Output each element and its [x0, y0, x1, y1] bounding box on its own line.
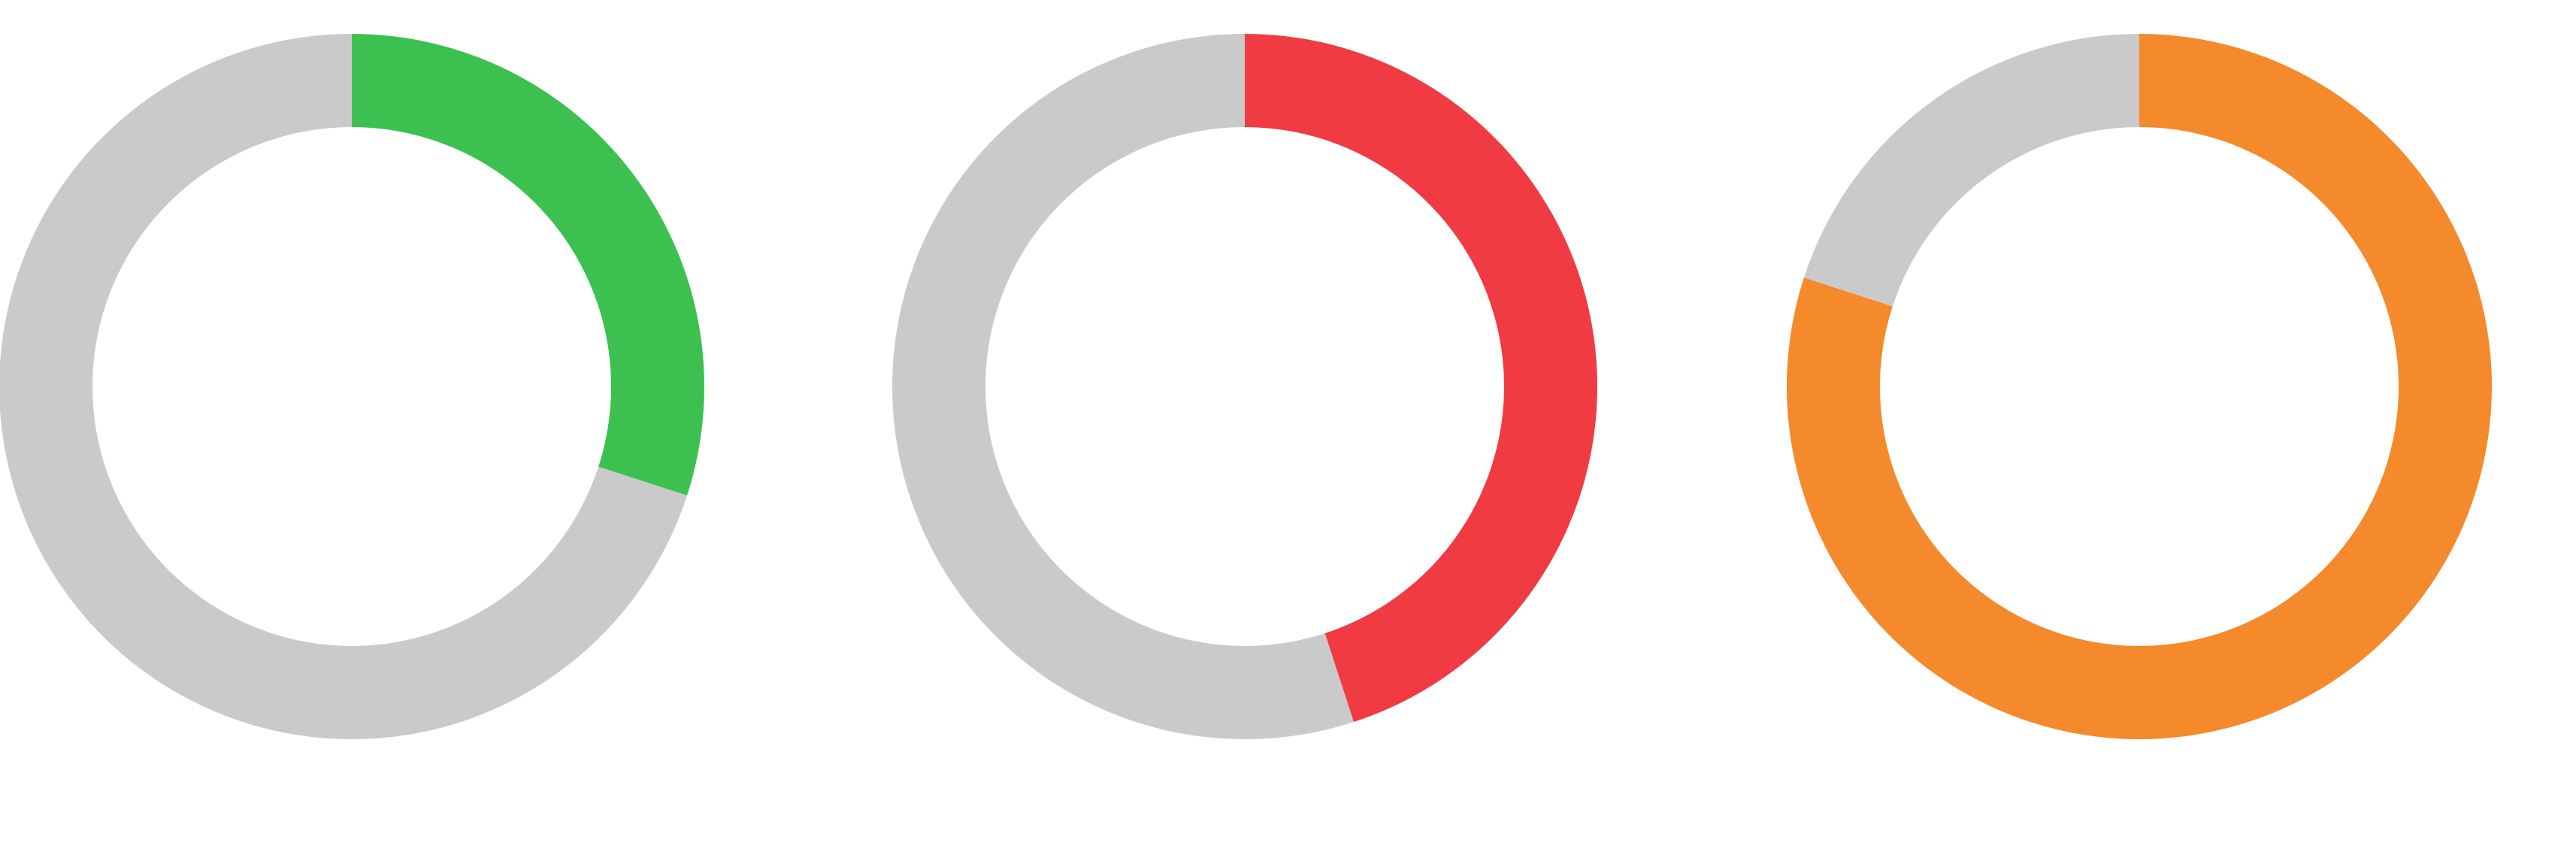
- donut-chart-1: [0, 34, 704, 739]
- donut-3-remainder-slice: [1803, 34, 2139, 307]
- donut-2-remainder-slice: [892, 34, 1354, 739]
- donut-2-value-slice: [1245, 34, 1597, 723]
- donut-1-value-slice: [352, 34, 704, 496]
- donut-chart-2: [892, 34, 1597, 739]
- donut-chart-3: [1787, 34, 2492, 739]
